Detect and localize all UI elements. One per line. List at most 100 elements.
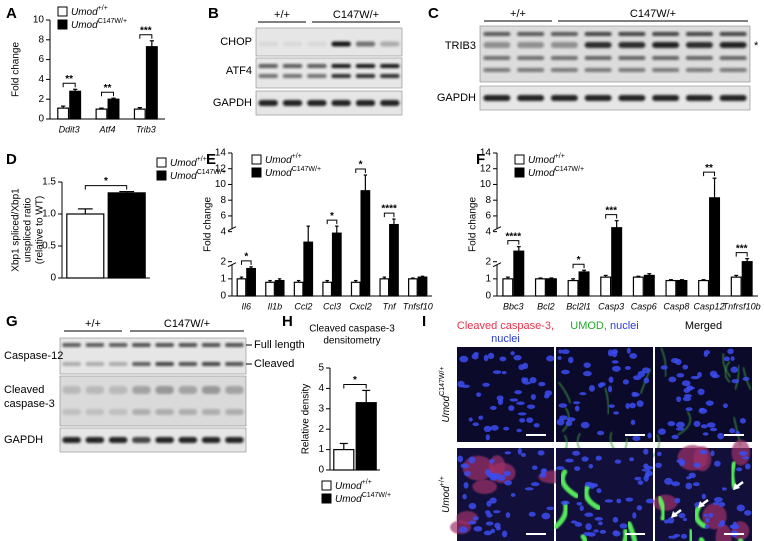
nucleus bbox=[499, 356, 507, 362]
nucleus bbox=[510, 493, 516, 497]
nucleus bbox=[676, 396, 682, 403]
red-signal bbox=[715, 524, 732, 541]
blot-band bbox=[719, 95, 747, 101]
band-label: Cleaved bbox=[254, 358, 294, 370]
nucleus bbox=[622, 379, 630, 385]
nucleus bbox=[732, 521, 738, 529]
significance-label: ** bbox=[705, 163, 713, 174]
nucleus bbox=[657, 428, 666, 435]
y-tick-label: 4 bbox=[318, 383, 324, 394]
bar bbox=[709, 197, 721, 297]
axis-break bbox=[227, 226, 237, 232]
significance-label: **** bbox=[381, 204, 397, 215]
blot-band bbox=[108, 343, 128, 347]
nucleus bbox=[588, 463, 594, 469]
legend-swatch bbox=[251, 167, 262, 178]
blot-band bbox=[258, 100, 278, 106]
nucleus bbox=[483, 530, 493, 536]
nucleus bbox=[682, 517, 688, 522]
nucleus bbox=[667, 421, 676, 427]
y-tick-label: 14 bbox=[215, 148, 227, 159]
blot-band bbox=[550, 42, 578, 48]
nucleus bbox=[556, 418, 565, 426]
nucleus bbox=[643, 474, 649, 482]
bar bbox=[246, 267, 256, 297]
blot-band bbox=[517, 42, 545, 48]
nucleus bbox=[668, 376, 677, 383]
blot-band bbox=[380, 74, 400, 78]
legend-swatch bbox=[514, 154, 525, 165]
nucleus bbox=[478, 415, 484, 420]
significance-bracket bbox=[326, 219, 338, 225]
nucleus bbox=[468, 456, 476, 464]
nucleus bbox=[467, 520, 477, 525]
label-sup: +/+ bbox=[292, 153, 302, 160]
blot-band bbox=[719, 42, 747, 48]
nucleus bbox=[514, 390, 523, 395]
legend-swatch bbox=[156, 170, 167, 181]
blot-band bbox=[618, 68, 646, 72]
nucleus bbox=[626, 347, 631, 354]
nucleus bbox=[685, 482, 693, 490]
nucleus bbox=[572, 450, 581, 456]
blot-band bbox=[685, 56, 713, 60]
blot-band bbox=[62, 409, 81, 415]
significance-label: *** bbox=[140, 25, 152, 36]
y-tick-label: 6 bbox=[220, 211, 226, 222]
label-part: nuclei bbox=[610, 320, 639, 332]
nucleus bbox=[526, 417, 534, 424]
nucleus bbox=[538, 381, 546, 387]
blot-band bbox=[178, 362, 198, 366]
nucleus bbox=[608, 376, 614, 383]
nucleus bbox=[529, 376, 537, 384]
label-sup: C147W/+ bbox=[555, 166, 584, 173]
nucleus bbox=[521, 377, 526, 384]
arrow-head bbox=[698, 501, 705, 508]
significance-bracket bbox=[735, 252, 748, 257]
nucleus bbox=[717, 432, 725, 440]
label-name: Umod bbox=[335, 494, 362, 505]
bar bbox=[389, 223, 399, 297]
bar bbox=[643, 274, 655, 297]
nucleus bbox=[670, 358, 680, 364]
significance-label: *** bbox=[605, 205, 617, 216]
bar bbox=[236, 278, 247, 297]
nucleus bbox=[579, 392, 587, 396]
nucleus bbox=[574, 405, 580, 412]
row-label: Caspase-12 bbox=[4, 350, 63, 362]
nucleus bbox=[616, 498, 622, 504]
label: UmodC147W/+ bbox=[528, 166, 584, 178]
bar bbox=[274, 279, 285, 297]
row-label: GAPDH bbox=[437, 92, 476, 104]
nucleus bbox=[660, 365, 668, 370]
nucleus bbox=[624, 366, 631, 370]
nucleus bbox=[524, 487, 534, 491]
blot-band bbox=[483, 68, 511, 72]
legend-swatch bbox=[57, 19, 68, 30]
nucleus bbox=[558, 349, 563, 354]
green-signal bbox=[558, 381, 571, 404]
x-tick-label: Il6 bbox=[242, 301, 252, 311]
micrograph bbox=[457, 347, 555, 442]
blot-band bbox=[225, 362, 244, 366]
band-marker: * bbox=[754, 40, 759, 52]
significance-bracket bbox=[62, 82, 76, 88]
panel-letter: H bbox=[282, 313, 293, 330]
label-sup: +/+ bbox=[555, 153, 565, 160]
nucleus bbox=[742, 376, 750, 381]
nucleus bbox=[629, 353, 638, 359]
nucleus bbox=[645, 498, 654, 504]
nucleus bbox=[516, 401, 525, 406]
blot-band bbox=[652, 68, 680, 72]
y-axis-label: unspliced ratio bbox=[23, 197, 34, 262]
nucleus bbox=[676, 373, 685, 378]
y-tick-label: 0.5 bbox=[42, 241, 56, 252]
nucleus bbox=[492, 370, 502, 375]
legend-swatch bbox=[321, 493, 332, 504]
bar bbox=[133, 108, 146, 120]
y-tick-label: 1.5 bbox=[42, 177, 56, 188]
bar bbox=[95, 108, 108, 120]
blot-band bbox=[201, 386, 221, 394]
nucleus bbox=[540, 468, 547, 475]
blot-band bbox=[155, 343, 174, 347]
